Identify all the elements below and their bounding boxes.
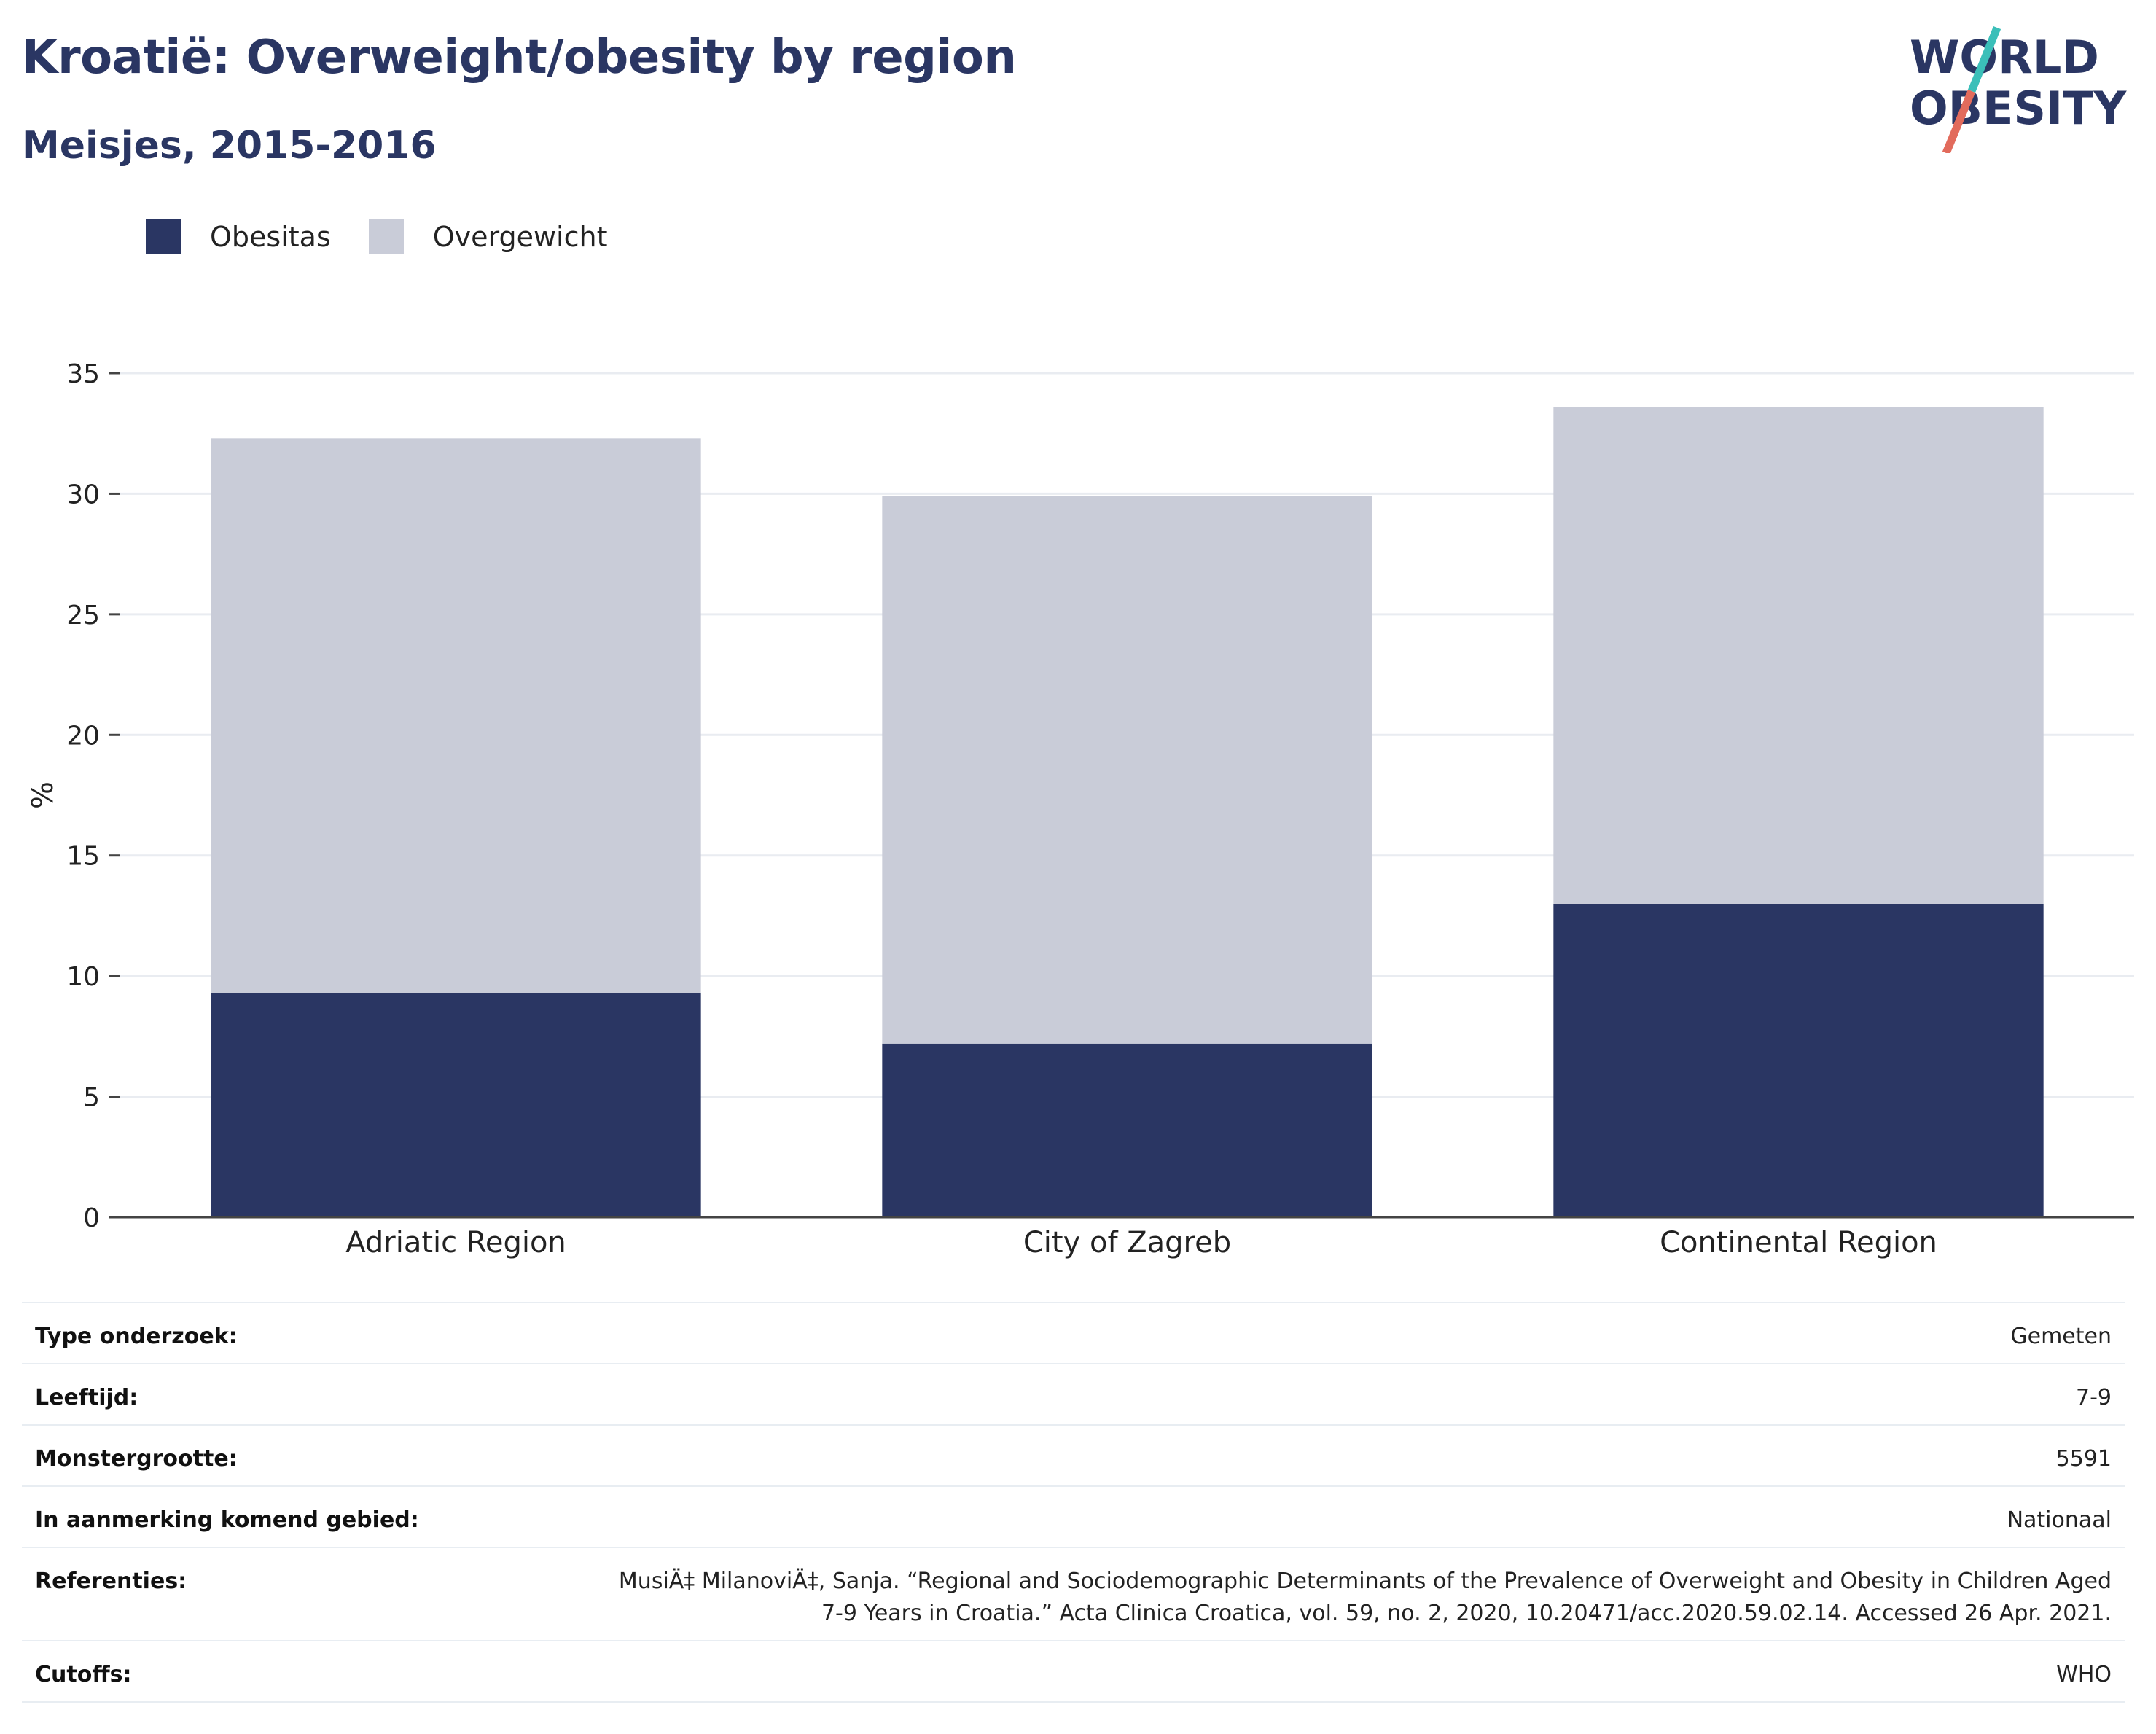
reference-line: 7-9 Years in Croatia.” Acta Clinica Croa… (821, 1601, 2112, 1626)
metadata-key: Leeftijd: (35, 1385, 138, 1410)
metadata-key: Cutoffs: (35, 1662, 132, 1687)
legend-item-obesitas[interactable]: Obesitas (146, 219, 331, 254)
bar-overgewicht (882, 496, 1372, 1044)
metadata-key: Referenties: (35, 1569, 187, 1594)
y-axis-label: % (26, 781, 60, 809)
table-row: Type onderzoek: Gemeten (22, 1303, 2125, 1364)
metadata-key: Type onderzoek: (35, 1324, 238, 1349)
bar-overgewicht (211, 438, 701, 993)
logo-slash-coral (1942, 89, 1976, 153)
chart-subtitle: Meisjes, 2015-2016 (22, 124, 437, 168)
y-tick-label: 5 (83, 1083, 100, 1113)
bar-overgewicht (1553, 407, 2044, 904)
legend-swatch-obesitas (146, 219, 181, 254)
table-row: Cutoffs: WHO (22, 1641, 2125, 1702)
legend-label-obesitas: Obesitas (210, 221, 331, 253)
metadata-key: In aanmerking komend gebied: (35, 1507, 419, 1533)
metadata-value: Nationaal (2007, 1507, 2112, 1533)
legend-item-overgewicht[interactable]: Overgewicht (368, 219, 608, 254)
reference-line: MusiÄ‡ MilanoviÄ‡, Sanja. “Regional and … (618, 1569, 2112, 1594)
logo-text-world: WORLD (1910, 31, 2099, 84)
world-obesity-logo: WORLD OBESITY (1910, 26, 2127, 153)
y-tick-label: 10 (66, 962, 100, 992)
y-tick-label: 25 (66, 601, 100, 630)
y-tick-label: 30 (66, 480, 100, 509)
x-tick-label: City of Zagreb (1023, 1226, 1231, 1260)
y-tick-label: 15 (66, 842, 100, 872)
metadata-table: Type onderzoek: Gemeten Leeftijd: 7-9 Mo… (22, 1302, 2125, 1703)
metadata-value: 7-9 (2076, 1385, 2112, 1410)
logo-slash-teal (1967, 26, 2001, 93)
metadata-value: Gemeten (2010, 1324, 2112, 1349)
x-tick-label: Adriatic Region (345, 1226, 566, 1260)
y-tick-label: 20 (66, 721, 100, 751)
bar-obesitas (1553, 903, 2044, 1217)
metadata-value: MusiÄ‡ MilanoviÄ‡, Sanja. “Regional and … (469, 1547, 2125, 1641)
y-tick-label: 0 (83, 1203, 100, 1233)
x-tick-label: Continental Region (1660, 1226, 1937, 1260)
chart-legend: Obesitas Overgewicht (146, 219, 646, 255)
metadata-value: WHO (2056, 1662, 2112, 1687)
table-row: In aanmerking komend gebied: Nationaal (22, 1486, 2125, 1547)
bar-obesitas (211, 993, 701, 1217)
legend-swatch-overgewicht (368, 219, 404, 254)
chart-title: Kroatië: Overweight/obesity by region (22, 31, 1017, 85)
metadata-value: 5591 (2055, 1446, 2112, 1472)
stacked-bar-chart: 0 5 10 15 20 25 30 35% Adriatic Region City of Za… (26, 359, 2134, 1260)
metadata-key: Monstergrootte: (35, 1446, 238, 1472)
logo-text-obesity: OBESITY (1910, 82, 2127, 135)
bar-obesitas (882, 1043, 1372, 1217)
table-row: Leeftijd: 7-9 (22, 1364, 2125, 1425)
y-tick-label: 35 (66, 359, 100, 389)
legend-label-overgewicht: Overgewicht (432, 221, 608, 253)
table-row: Monstergrootte: 5591 (22, 1425, 2125, 1486)
table-row: Referenties: MusiÄ‡ MilanoviÄ‡, Sanja. “… (22, 1547, 2125, 1641)
